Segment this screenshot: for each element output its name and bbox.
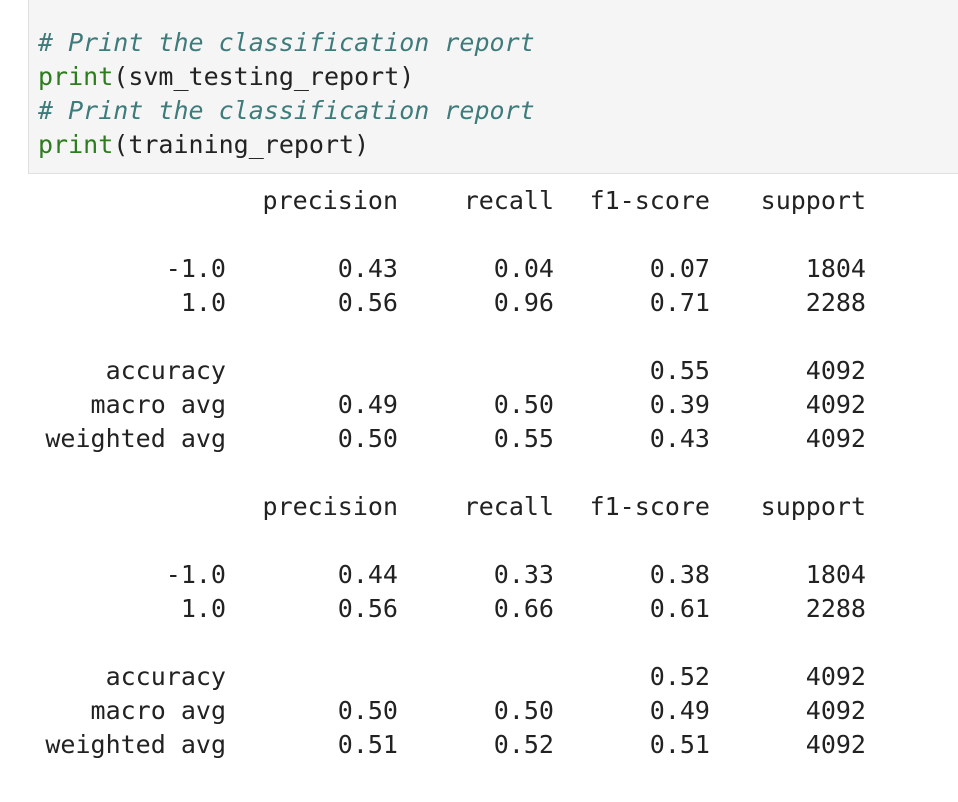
report-cell: accuracy [105,356,226,385]
report-cell: support [760,492,866,521]
report-cell: 2288 [805,288,866,317]
report-cell: accuracy [105,662,226,691]
report-cell: 0.96 [493,288,554,317]
report-cell: 0.71 [649,288,710,317]
report-cell: 4092 [805,356,866,385]
report-cell: 0.49 [649,696,710,725]
report-cell: 1804 [805,560,866,589]
code-args: (training_report) [113,130,370,159]
report-cell: -1.0 [165,560,226,589]
report-cell: 1804 [805,254,866,283]
report-cell: 0.50 [337,424,398,453]
report-cell: 0.51 [337,730,398,759]
report-cell: recall [463,492,554,521]
report-cell: macro avg [90,696,226,725]
code-builtin: print [38,130,114,159]
code-line-2: print(svm_testing_report) [38,60,535,94]
report-cell: 4092 [805,730,866,759]
report-cell: 0.43 [649,424,710,453]
report-cell: macro avg [90,390,226,419]
report-cell: 0.56 [337,594,398,623]
report-cell: f1-score [589,186,710,215]
report-cell: weighted avg [45,730,226,759]
report-cell: precision [262,492,398,521]
report-cell: 2288 [805,594,866,623]
code-line-3: # Print the classification report [38,94,535,128]
report-cell: 0.07 [649,254,710,283]
report-cell: 4092 [805,662,866,691]
code-args: (svm_testing_report) [113,62,415,91]
report-cell: 4092 [805,390,866,419]
report-cell: 0.61 [649,594,710,623]
report-cell: 0.39 [649,390,710,419]
report-cell: 0.04 [493,254,554,283]
report-cell: 0.52 [493,730,554,759]
code-line-1: # Print the classification report [38,26,535,60]
code-line-4: print(training_report) [38,128,535,162]
report-cell: 0.38 [649,560,710,589]
report-cell: 0.49 [337,390,398,419]
report-cell: 4092 [805,424,866,453]
report-cell: 0.43 [337,254,398,283]
code-comment: # Print the classification report [38,28,535,57]
report-cell: 1.0 [180,288,226,317]
report-cell: 0.50 [493,696,554,725]
report-cell: weighted avg [45,424,226,453]
report-cell: recall [463,186,554,215]
report-cell: -1.0 [165,254,226,283]
report-cell: 0.55 [649,356,710,385]
code-editor[interactable]: # Print the classification report print(s… [38,26,535,162]
report-cell: 0.44 [337,560,398,589]
report-cell: 0.56 [337,288,398,317]
report-cell: support [760,186,866,215]
report-cell: 0.51 [649,730,710,759]
report-cell: 0.66 [493,594,554,623]
report-cell: precision [262,186,398,215]
report-cell: 0.52 [649,662,710,691]
report-cell: 0.50 [493,390,554,419]
code-cell-input[interactable] [28,0,958,174]
report-cell: 1.0 [180,594,226,623]
code-builtin: print [38,62,114,91]
report-cell: f1-score [589,492,710,521]
report-cell: 4092 [805,696,866,725]
report-cell: 0.50 [337,696,398,725]
report-cell: 0.55 [493,424,554,453]
report-cell: 0.33 [493,560,554,589]
code-comment: # Print the classification report [38,96,535,125]
